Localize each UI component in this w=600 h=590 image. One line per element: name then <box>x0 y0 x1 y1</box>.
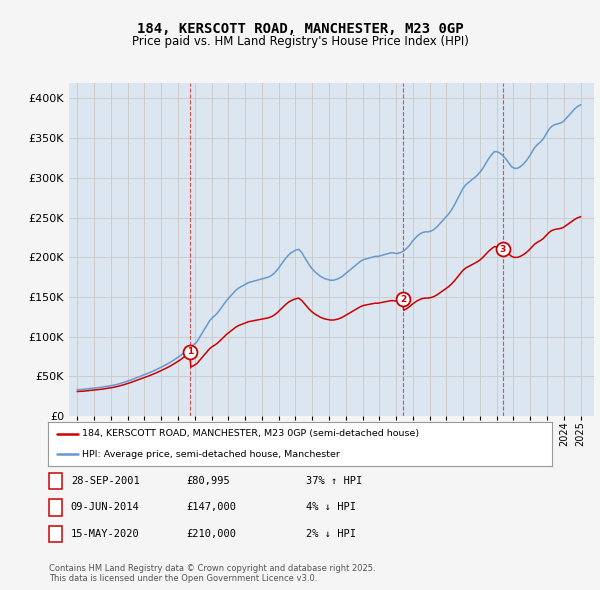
Text: 1: 1 <box>52 476 59 486</box>
Text: 15-MAY-2020: 15-MAY-2020 <box>71 529 140 539</box>
Text: 3: 3 <box>500 245 506 254</box>
Text: 2% ↓ HPI: 2% ↓ HPI <box>306 529 356 539</box>
Text: £147,000: £147,000 <box>186 503 236 512</box>
Text: 3: 3 <box>52 529 59 539</box>
Text: 184, KERSCOTT ROAD, MANCHESTER, M23 0GP (semi-detached house): 184, KERSCOTT ROAD, MANCHESTER, M23 0GP … <box>82 430 419 438</box>
Text: 28-SEP-2001: 28-SEP-2001 <box>71 476 140 486</box>
Text: HPI: Average price, semi-detached house, Manchester: HPI: Average price, semi-detached house,… <box>82 450 340 458</box>
Text: £80,995: £80,995 <box>186 476 230 486</box>
Text: Contains HM Land Registry data © Crown copyright and database right 2025.
This d: Contains HM Land Registry data © Crown c… <box>49 563 376 583</box>
Text: 2: 2 <box>52 503 59 512</box>
Text: 2: 2 <box>400 295 407 304</box>
Text: 184, KERSCOTT ROAD, MANCHESTER, M23 0GP: 184, KERSCOTT ROAD, MANCHESTER, M23 0GP <box>137 22 463 37</box>
Text: £210,000: £210,000 <box>186 529 236 539</box>
Text: 4% ↓ HPI: 4% ↓ HPI <box>306 503 356 512</box>
Text: 37% ↑ HPI: 37% ↑ HPI <box>306 476 362 486</box>
Text: Price paid vs. HM Land Registry's House Price Index (HPI): Price paid vs. HM Land Registry's House … <box>131 35 469 48</box>
Text: 09-JUN-2014: 09-JUN-2014 <box>71 503 140 512</box>
Text: 1: 1 <box>187 347 194 356</box>
